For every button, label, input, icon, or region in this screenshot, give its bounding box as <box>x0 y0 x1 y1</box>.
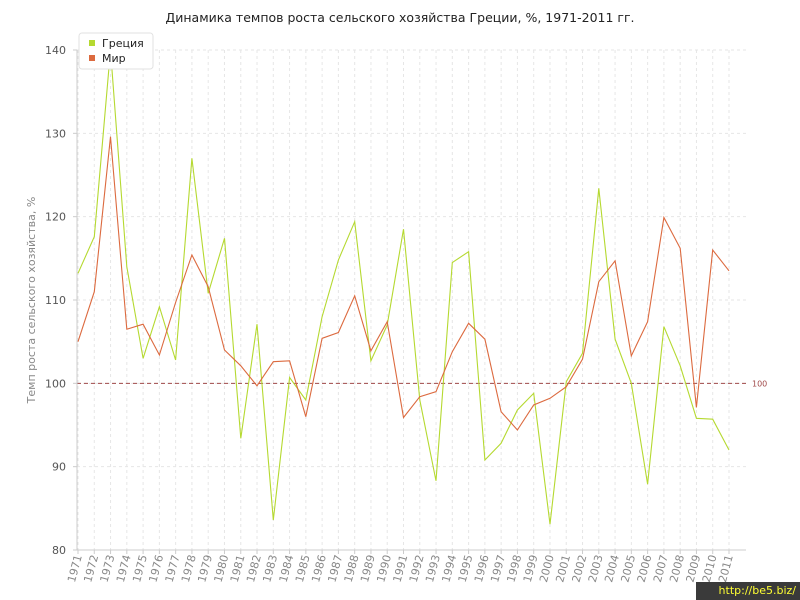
y-tick-label: 110 <box>45 294 66 307</box>
chart-title: Динамика темпов роста сельского хозяйств… <box>165 10 634 25</box>
y-tick-label: 100 <box>45 377 66 390</box>
legend[interactable]: Греция Мир <box>78 32 154 70</box>
x-axis-ticks: 1971197219731974197519761977197819791980… <box>65 550 736 584</box>
series-line-world <box>77 136 730 431</box>
reference-line-label: 100 <box>752 379 767 388</box>
y-tick-label: 120 <box>45 211 66 224</box>
plot-area: 100 <box>76 49 767 551</box>
watermark[interactable]: http://be5.biz/ <box>696 582 800 600</box>
legend-box <box>78 32 154 70</box>
y-axis-ticks: 80 90 100 110 120 130 140 <box>45 44 77 557</box>
y-axis-label: Темп роста сельского хозяйства, % <box>25 197 38 405</box>
y-tick-label: 80 <box>52 544 66 557</box>
series-line-greece <box>77 49 730 525</box>
y-tick-label: 130 <box>45 127 66 140</box>
y-tick-label: 140 <box>45 44 66 57</box>
legend-swatch <box>89 40 95 46</box>
plot-background <box>77 50 746 550</box>
series-lines <box>77 49 730 525</box>
legend-item-label[interactable]: Греция <box>102 37 144 50</box>
grid <box>77 49 746 551</box>
reference-line: 100 <box>77 379 767 388</box>
y-tick-label: 90 <box>52 461 66 474</box>
legend-swatch <box>89 55 95 61</box>
legend-item-label[interactable]: Мир <box>102 52 126 65</box>
